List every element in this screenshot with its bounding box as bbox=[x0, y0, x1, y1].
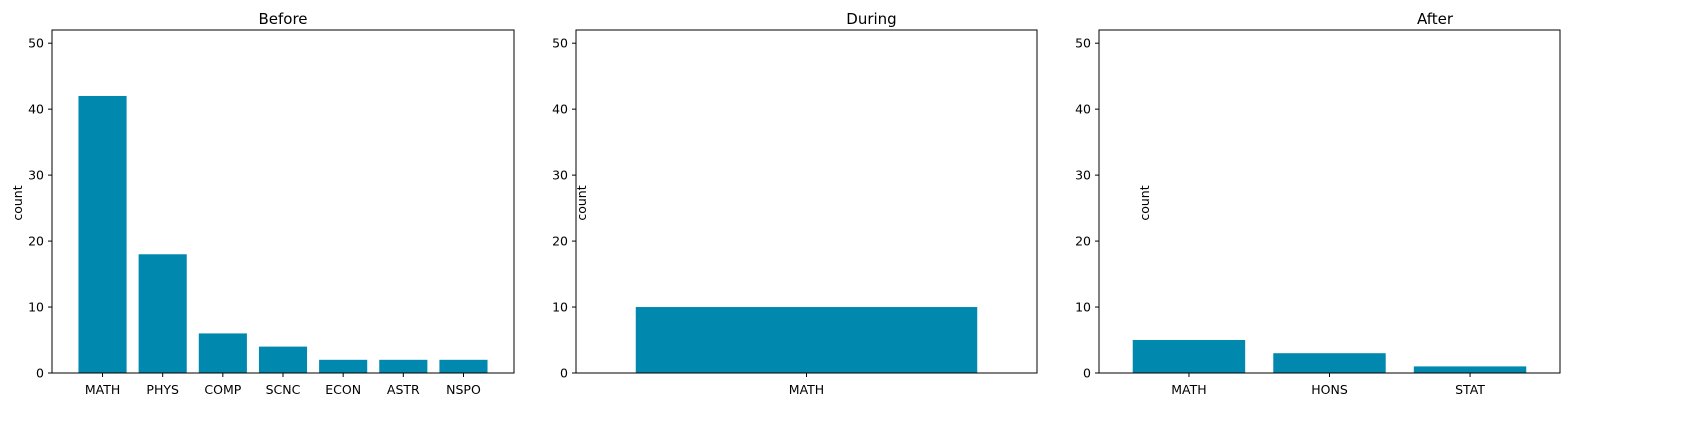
subplot-title: Before bbox=[258, 10, 307, 28]
y-tick-label: 50 bbox=[1075, 36, 1091, 51]
axes-frame bbox=[1098, 29, 1561, 374]
x-tick-label: ECON bbox=[325, 382, 361, 397]
plot-area: 0 10 20 30 40 50 MATH bbox=[552, 29, 1038, 397]
y-tick-label: 10 bbox=[28, 300, 44, 315]
y-tick-label: 30 bbox=[1075, 168, 1091, 183]
y-tick-label: 10 bbox=[1075, 300, 1091, 315]
bar-hons bbox=[1273, 353, 1386, 373]
x-tick-label: STAT bbox=[1455, 382, 1485, 397]
x-tick-label: NSPO bbox=[446, 382, 481, 397]
subplot-title: During bbox=[846, 10, 896, 28]
plot-area: 0 10 20 30 40 50 MATH HONS STAT bbox=[1075, 29, 1561, 397]
axes-frame bbox=[51, 29, 515, 374]
subplot-after: After count 0 10 20 30 40 50 MATH HONS STAT bbox=[1075, 10, 1561, 397]
bar-astr bbox=[379, 359, 428, 373]
axes-frame bbox=[575, 29, 1038, 374]
y-tick-label: 50 bbox=[28, 36, 44, 51]
y-tick-label: 40 bbox=[1075, 102, 1091, 117]
bar-comp bbox=[198, 333, 247, 373]
y-tick-label: 30 bbox=[552, 168, 568, 183]
y-tick-label: 40 bbox=[552, 102, 568, 117]
y-tick-label: 10 bbox=[552, 300, 568, 315]
y-axis-label: count bbox=[574, 185, 589, 220]
x-tick-label: MATH bbox=[1171, 382, 1206, 397]
x-tick-label: SCNC bbox=[266, 382, 301, 397]
y-tick-label: 50 bbox=[552, 36, 568, 51]
y-tick-label: 30 bbox=[28, 168, 44, 183]
plot-area: 0 10 20 30 40 50 MATH PHYS COMP SCNC ECON ASTR NSPO bbox=[28, 29, 515, 397]
y-tick-label: 0 bbox=[560, 366, 568, 381]
x-tick-label: HONS bbox=[1311, 382, 1348, 397]
bar-scnc bbox=[258, 346, 308, 373]
y-tick-label: 20 bbox=[1075, 234, 1091, 249]
y-tick-label: 20 bbox=[28, 234, 44, 249]
x-tick-label: MATH bbox=[789, 382, 824, 397]
y-tick-label: 20 bbox=[552, 234, 568, 249]
y-axis-label: count bbox=[1137, 185, 1152, 220]
bar-phys bbox=[138, 254, 187, 373]
bar-econ bbox=[319, 359, 368, 373]
x-tick-label: COMP bbox=[204, 382, 241, 397]
bar-nspo bbox=[439, 359, 488, 373]
y-tick-label: 0 bbox=[36, 366, 44, 381]
subplot-during: During count 0 10 20 30 40 50 MATH bbox=[552, 10, 1038, 397]
x-tick-label: PHYS bbox=[146, 382, 179, 397]
y-tick-label: 0 bbox=[1083, 366, 1091, 381]
bar-math bbox=[635, 307, 978, 373]
x-tick-label: MATH bbox=[85, 382, 120, 397]
bar-math bbox=[78, 95, 127, 373]
x-tick-label: ASTR bbox=[387, 382, 420, 397]
bar-math bbox=[1132, 340, 1246, 373]
y-tick-label: 40 bbox=[28, 102, 44, 117]
subplot-title: After bbox=[1417, 10, 1454, 28]
y-axis-label: count bbox=[10, 185, 25, 220]
subplot-before: Before count 0 10 20 30 40 50 MATH PHYS COMP SCNC… bbox=[10, 10, 515, 397]
bar-stat bbox=[1413, 366, 1527, 373]
